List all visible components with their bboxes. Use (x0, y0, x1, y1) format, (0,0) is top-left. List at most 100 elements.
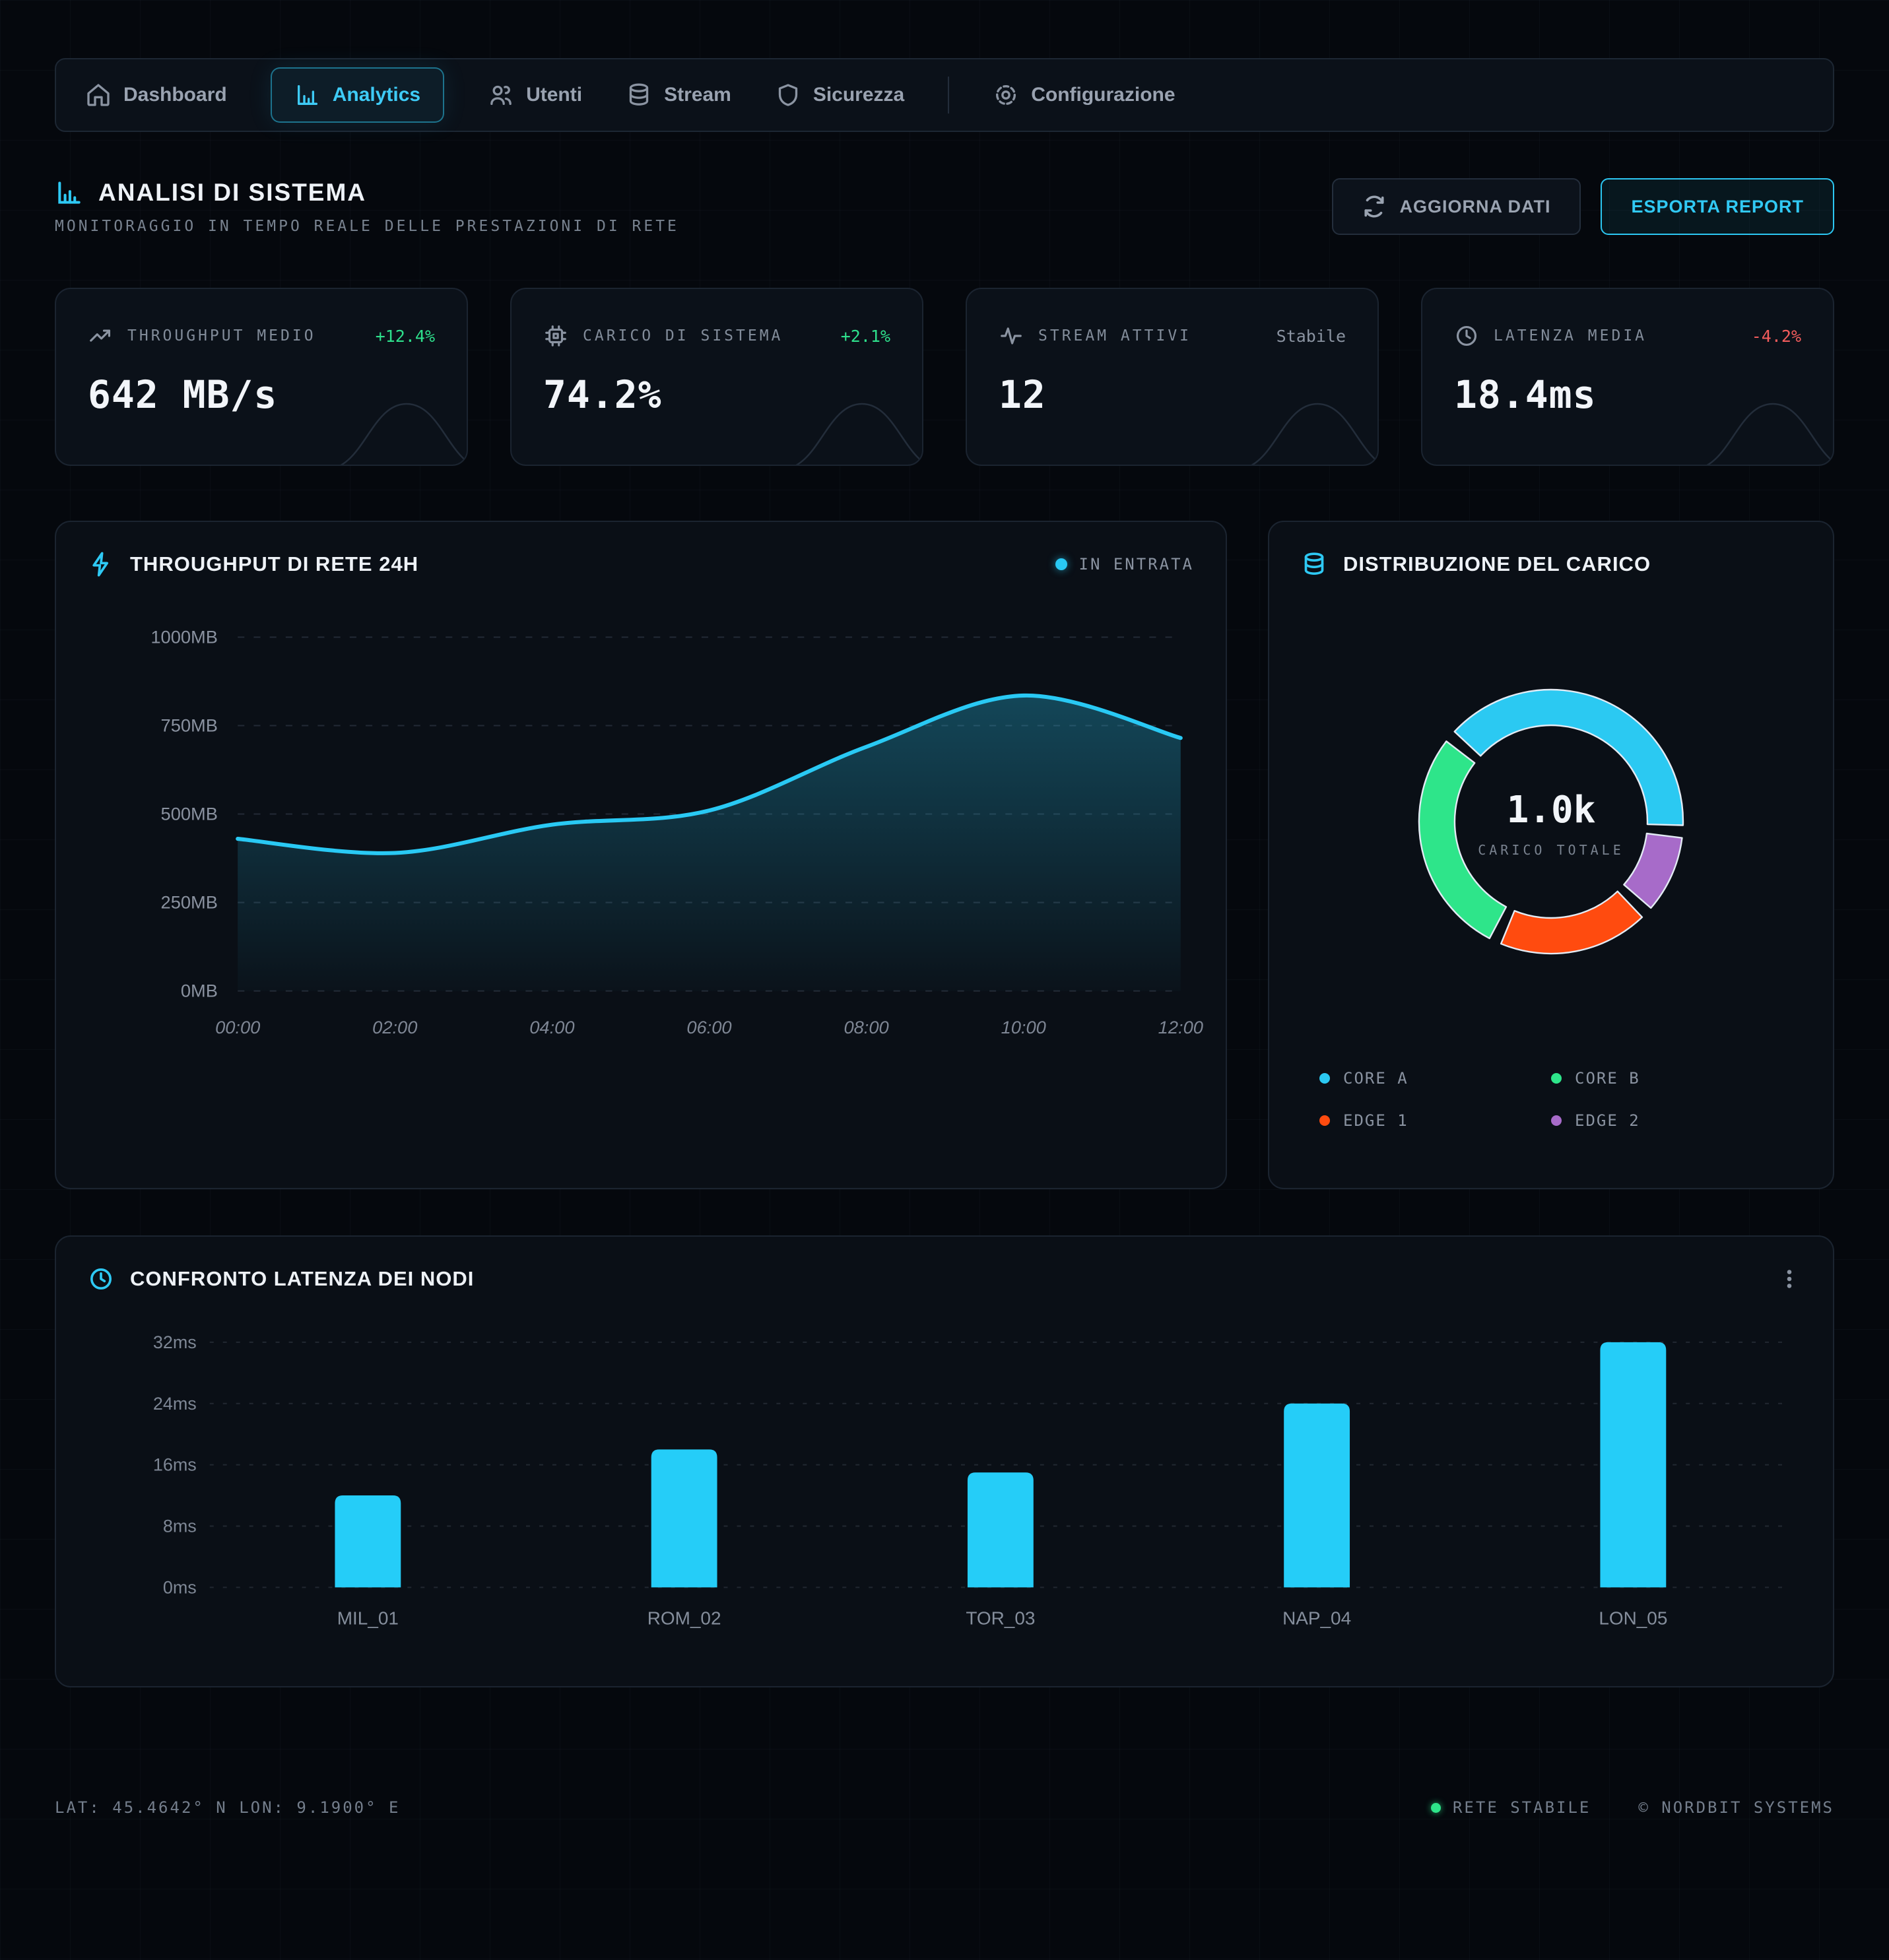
database-icon (1304, 552, 1324, 575)
kebab-menu-icon[interactable] (1777, 1267, 1801, 1291)
bar-chart-icon (297, 85, 317, 105)
home-icon (87, 84, 110, 106)
stat-cards-row: THROUGHPUT MEDIO +12.4% 642 MB/s CARICO … (55, 288, 1834, 466)
svg-text:0MB: 0MB (181, 981, 218, 1001)
stat-value: 12 (999, 372, 1046, 417)
stat-card-throughput: THROUGHPUT MEDIO +12.4% 642 MB/s (55, 288, 468, 466)
legend-item-edge-2: EDGE 2 (1551, 1111, 1783, 1130)
clock-icon (1456, 325, 1477, 346)
nav-item-analytics[interactable]: Analytics (270, 67, 445, 123)
export-report-button[interactable]: ESPORTA REPORT (1601, 178, 1834, 235)
activity-icon (1001, 327, 1022, 344)
nav-label: Configurazione (1031, 84, 1176, 106)
stat-delta: +12.4% (375, 326, 435, 346)
analytics-title-icon (58, 181, 81, 204)
stat-delta: +2.1% (840, 326, 890, 346)
refresh-button-label: AGGIORNA DATI (1399, 196, 1551, 216)
coordinates-text: LAT: 45.4642° N LON: 9.1900° E (55, 1798, 401, 1817)
users-icon (490, 85, 512, 105)
copyright-text: © NORDBIT SYSTEMS (1638, 1798, 1834, 1817)
clock-icon (90, 1268, 112, 1290)
stat-delta: -4.2% (1751, 326, 1801, 346)
legend-label: CORE A (1343, 1069, 1408, 1088)
stat-value: 18.4ms (1454, 372, 1597, 417)
shield-icon (778, 84, 797, 106)
svg-text:8ms: 8ms (163, 1516, 197, 1536)
network-status: RETE STABILE (1430, 1798, 1591, 1817)
svg-text:250MB: 250MB (161, 892, 218, 913)
nav-label: Stream (664, 84, 731, 106)
refresh-data-button[interactable]: AGGIORNA DATI (1332, 178, 1581, 235)
status-label: RETE STABILE (1452, 1798, 1591, 1817)
svg-text:10:00: 10:00 (1001, 1017, 1046, 1037)
legend-item-core-a: CORE A (1319, 1069, 1551, 1088)
svg-text:32ms: 32ms (153, 1332, 197, 1352)
area-chart-legend: IN ENTRATA (1055, 555, 1195, 573)
svg-text:24ms: 24ms (153, 1394, 197, 1414)
nav-item-sicurezza[interactable]: Sicurezza (775, 82, 904, 108)
header-actions: AGGIORNA DATI ESPORTA REPORT (1332, 178, 1834, 235)
svg-text:500MB: 500MB (161, 804, 218, 824)
svg-text:TOR_03: TOR_03 (966, 1608, 1035, 1628)
legend-dot (1055, 558, 1067, 570)
status-dot (1430, 1802, 1441, 1813)
donut-svg (1418, 688, 1684, 955)
svg-text:00:00: 00:00 (215, 1017, 260, 1037)
stat-value: 74.2% (543, 372, 662, 417)
stat-label: LATENZA MEDIA (1494, 327, 1647, 344)
nav-item-utenti[interactable]: Utenti (488, 82, 582, 108)
svg-text:08:00: 08:00 (844, 1017, 888, 1037)
legend-label: EDGE 1 (1343, 1111, 1408, 1130)
page-footer: LAT: 45.4642° N LON: 9.1900° E RETE STAB… (55, 1687, 1834, 1817)
panel-title: DISTRIBUZIONE DEL CARICO (1343, 552, 1651, 575)
page-title: ANALISI DI SISTEMA (98, 179, 367, 206)
legend-dot (1551, 1115, 1562, 1126)
svg-text:16ms: 16ms (153, 1455, 197, 1475)
svg-text:NAP_04: NAP_04 (1282, 1608, 1351, 1628)
cpu-icon (545, 325, 566, 346)
throughput-chart-panel: THROUGHPUT DI RETE 24H IN ENTRATA 1000MB… (55, 521, 1227, 1189)
gear-icon (996, 85, 1016, 105)
svg-text:0ms: 0ms (163, 1577, 197, 1597)
page-header: ANALISI DI SISTEMA MONITORAGGIO IN TEMPO… (55, 178, 1834, 235)
stat-delta: Stabile (1276, 326, 1346, 346)
page-title-block: ANALISI DI SISTEMA MONITORAGGIO IN TEMPO… (55, 178, 679, 235)
nav-divider (948, 77, 950, 114)
export-button-label: ESPORTA REPORT (1631, 196, 1804, 216)
stat-card-active-streams: STREAM ATTIVI Stabile 12 (966, 288, 1379, 466)
nav-label: Analytics (332, 84, 421, 106)
legend-dot (1319, 1073, 1330, 1084)
latency-comparison-panel: CONFRONTO LATENZA DEI NODI 32ms 24ms 16ms 8… (55, 1235, 1834, 1687)
page-subtitle: MONITORAGGIO IN TEMPO REALE DELLE PRESTA… (55, 218, 679, 235)
svg-text:04:00: 04:00 (529, 1017, 574, 1037)
svg-text:12:00: 12:00 (1158, 1017, 1203, 1037)
stat-card-system-load: CARICO DI SISTEMA +2.1% 74.2% (510, 288, 923, 466)
throughput-area-chart: 1000MB 750MB 500MB 250MB 0MB 00:00 02:00 04:00 0… (150, 627, 1203, 1038)
zap-icon (92, 552, 108, 577)
svg-text:02:00: 02:00 (372, 1017, 417, 1037)
nav-label: Utenti (526, 84, 583, 106)
database-icon (629, 83, 649, 106)
stat-label: THROUGHPUT MEDIO (127, 327, 316, 344)
nav-item-stream[interactable]: Stream (626, 82, 731, 108)
load-donut-chart: 1.0k CARICO TOTALE (1406, 676, 1696, 970)
legend-item-core-b: CORE B (1551, 1069, 1783, 1088)
legend-dot (1551, 1073, 1562, 1084)
svg-text:MIL_01: MIL_01 (337, 1608, 399, 1628)
charts-row: THROUGHPUT DI RETE 24H IN ENTRATA 1000MB… (55, 521, 1834, 1189)
legend-dot (1319, 1115, 1330, 1126)
stat-card-latency: LATENZA MEDIA -4.2% 18.4ms (1421, 288, 1834, 466)
svg-text:ROM_02: ROM_02 (647, 1608, 721, 1628)
svg-text:750MB: 750MB (161, 715, 218, 736)
stat-label: CARICO DI SISTEMA (583, 327, 783, 344)
load-distribution-panel: DISTRIBUZIONE DEL CARICO 1.0k CARICO TOT… (1268, 521, 1834, 1189)
stat-label: STREAM ATTIVI (1038, 327, 1192, 344)
refresh-icon (1364, 195, 1385, 218)
svg-text:LON_05: LON_05 (1599, 1608, 1667, 1628)
legend-label: IN ENTRATA (1078, 555, 1194, 573)
nav-label: Sicurezza (812, 84, 905, 106)
nav-item-configurazione[interactable]: Configurazione (993, 82, 1176, 108)
top-navigation: Dashboard Analytics Utenti Stream Sicure… (55, 58, 1834, 132)
donut-legend: CORE A CORE B EDGE 1 EDGE 2 (1301, 1069, 1801, 1130)
nav-item-dashboard[interactable]: Dashboard (85, 82, 227, 108)
